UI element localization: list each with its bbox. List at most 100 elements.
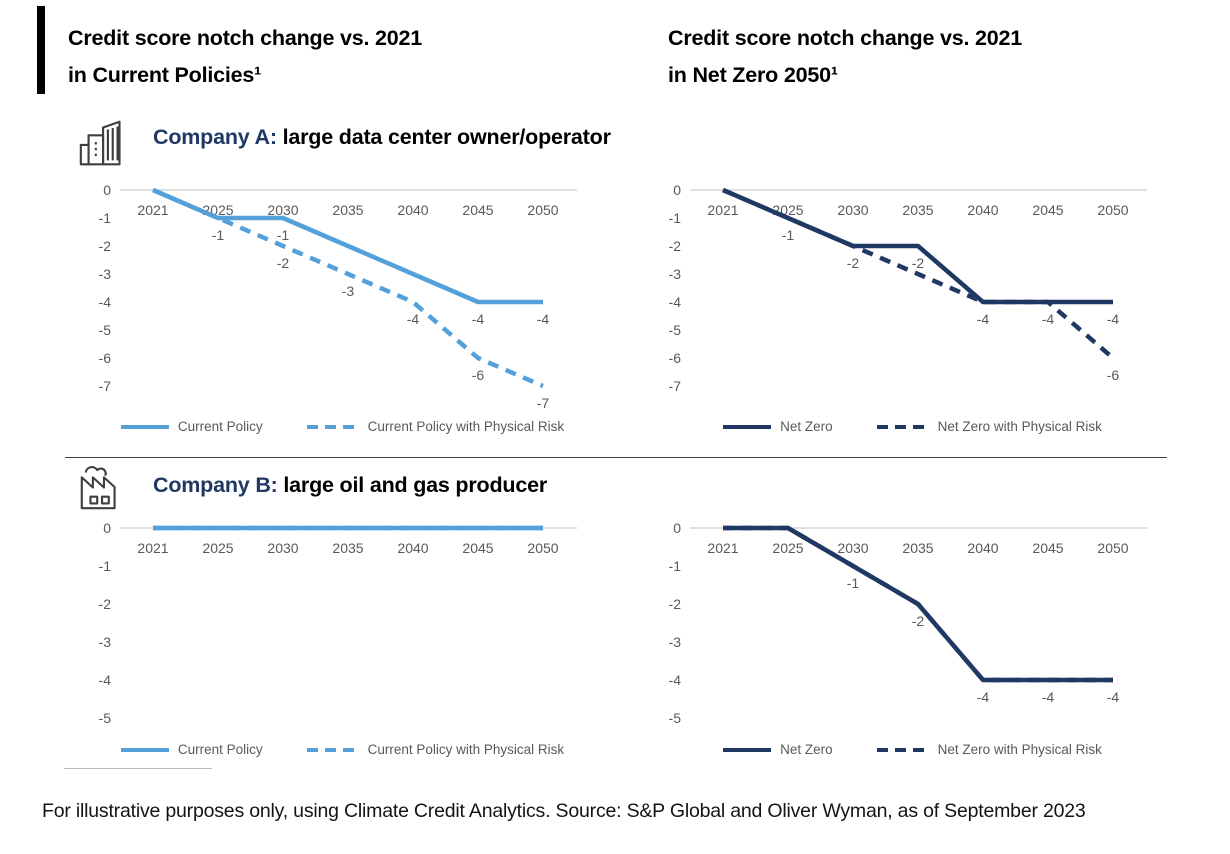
factory-icon <box>74 460 132 514</box>
x-tick-label: 2040 <box>967 202 998 218</box>
company-a-heading: Company A: large data center owner/opera… <box>153 122 633 153</box>
y-tick-label: -4 <box>669 294 682 310</box>
chart-canvas: 0 -1 -2 -3 -4 -5 2021 2025 2030 2035 2040 2045 2050 <box>99 520 577 726</box>
y-tick-label: 0 <box>673 520 681 536</box>
data-label: -7 <box>537 395 550 411</box>
net-zero-physical-risk-legend-label: Net Zero with Physical Risk <box>937 742 1102 757</box>
data-label: -4 <box>1107 689 1120 705</box>
chart-company-b-net-zero: 0 -1 -2 -3 -4 -5 2021 2025 2030 2035 2040 2045 2050 -… <box>655 512 1170 752</box>
current-policy-legend-swatch <box>120 424 169 429</box>
data-label: -6 <box>1107 367 1120 383</box>
x-tick-label: 2021 <box>137 202 168 218</box>
data-label: -4 <box>472 311 485 327</box>
y-tick-label: -5 <box>99 322 112 338</box>
x-tick-label: 2030 <box>267 540 298 556</box>
y-tick-label: -6 <box>669 350 682 366</box>
data-label: -4 <box>1042 689 1055 705</box>
x-tick-label: 2030 <box>267 202 298 218</box>
x-tick-label: 2050 <box>527 202 558 218</box>
y-tick-label: -5 <box>669 322 682 338</box>
current-policy-physical-risk-legend-label: Current Policy with Physical Risk <box>367 742 565 757</box>
data-label: -2 <box>912 255 925 271</box>
x-tick-label: 2021 <box>707 202 738 218</box>
data-label: -4 <box>1042 311 1055 327</box>
office-buildings-icon <box>76 114 134 172</box>
chart-company-b-current-policies: 0 -1 -2 -3 -4 -5 2021 2025 2030 2035 2040 2045 2050 <box>85 512 600 752</box>
company-a-label: Company A: <box>153 125 277 149</box>
title-current-policies-line2: in Current Policies¹ <box>68 63 262 87</box>
y-tick-label: -4 <box>99 294 112 310</box>
data-label: -6 <box>472 367 485 383</box>
data-label: -4 <box>1107 311 1120 327</box>
y-tick-label: -2 <box>99 596 112 612</box>
y-tick-label: 0 <box>103 520 111 536</box>
x-tick-label: 2050 <box>1097 540 1128 556</box>
x-tick-label: 2035 <box>332 540 363 556</box>
data-label: -4 <box>977 311 990 327</box>
y-tick-label: -3 <box>99 266 112 282</box>
current-policy-physical-risk-legend-swatch <box>306 747 359 752</box>
y-tick-label: -4 <box>99 672 112 688</box>
net-zero-legend-swatch <box>723 747 772 752</box>
x-tick-label: 2030 <box>837 202 868 218</box>
title-current-policies-line1: Credit score notch change vs. 2021 <box>68 26 423 50</box>
legend-company-b-current-policies: Current Policy Current Policy with Physi… <box>85 742 600 757</box>
x-tick-label: 2025 <box>772 540 803 556</box>
y-tick-label: -3 <box>669 634 682 650</box>
y-tick-label: -7 <box>669 378 682 394</box>
x-tick-label: 2021 <box>137 540 168 556</box>
x-tick-label: 2045 <box>1032 540 1063 556</box>
chart-company-a-current-policies: 0 -1 -2 -3 -4 -5 -6 -7 2021 2025 2030 2035 2040 2045 2… <box>85 178 600 418</box>
x-tick-label: 2025 <box>202 540 233 556</box>
x-tick-label: 2035 <box>902 540 933 556</box>
x-tick-label: 2050 <box>527 540 558 556</box>
y-tick-label: -2 <box>99 238 112 254</box>
data-label: -2 <box>277 255 290 271</box>
x-tick-label: 2040 <box>397 540 428 556</box>
data-label: -1 <box>212 227 225 243</box>
x-tick-label: 2050 <box>1097 202 1128 218</box>
y-tick-label: -5 <box>99 710 112 726</box>
y-tick-label: -2 <box>669 596 682 612</box>
current-policy-legend-label: Current Policy <box>177 419 263 434</box>
y-tick-label: -7 <box>99 378 112 394</box>
source-note: For illustrative purposes only, using Cl… <box>42 800 1086 822</box>
net-zero-physical-risk-legend-swatch <box>876 424 929 429</box>
data-label: -4 <box>407 311 420 327</box>
x-tick-label: 2021 <box>707 540 738 556</box>
title-net-zero: Credit score notch change vs. 2021 in Ne… <box>668 20 1022 94</box>
current-policy-line <box>152 187 543 305</box>
x-tick-label: 2045 <box>462 540 493 556</box>
bottom-left-rule <box>64 768 212 769</box>
legend-company-a-current-policies: Current Policy Current Policy with Physi… <box>85 419 600 434</box>
chart-canvas: 0 -1 -2 -3 -4 -5 2021 2025 2030 2035 2040 2045 2050 -… <box>669 520 1147 726</box>
net-zero-physical-risk-legend-swatch <box>876 747 929 752</box>
left-accent-bar <box>37 6 45 94</box>
net-zero-physical-risk-legend-label: Net Zero with Physical Risk <box>937 419 1102 434</box>
data-label: -1 <box>277 227 290 243</box>
company-b-label: Company B: <box>153 473 278 497</box>
y-tick-label: -3 <box>669 266 682 282</box>
title-net-zero-line2: in Net Zero 2050¹ <box>668 63 838 87</box>
legend-company-b-net-zero: Net Zero Net Zero with Physical Risk <box>655 742 1170 757</box>
y-tick-label: -2 <box>669 238 682 254</box>
legend-company-a-net-zero: Net Zero Net Zero with Physical Risk <box>655 419 1170 434</box>
y-tick-label: -5 <box>669 710 682 726</box>
current-policy-legend-label: Current Policy <box>177 742 263 757</box>
title-net-zero-line1: Credit score notch change vs. 2021 <box>668 26 1023 50</box>
data-label: -1 <box>782 227 795 243</box>
data-label: -4 <box>977 689 990 705</box>
current-policy-with-physical-risk-line <box>152 187 544 389</box>
x-tick-label: 2045 <box>1032 202 1063 218</box>
net-zero-legend-label: Net Zero <box>780 742 833 757</box>
y-tick-label: -1 <box>99 210 112 226</box>
net-zero-line <box>723 525 1113 683</box>
chart-company-a-net-zero: 0 -1 -2 -3 -4 -5 -6 -7 2021 2025 2030 2035 2040 2045 2… <box>655 178 1170 418</box>
x-tick-label: 2035 <box>902 202 933 218</box>
data-label: -1 <box>847 575 860 591</box>
x-tick-label: 2040 <box>967 540 998 556</box>
current-policy-physical-risk-legend-swatch <box>306 424 359 429</box>
